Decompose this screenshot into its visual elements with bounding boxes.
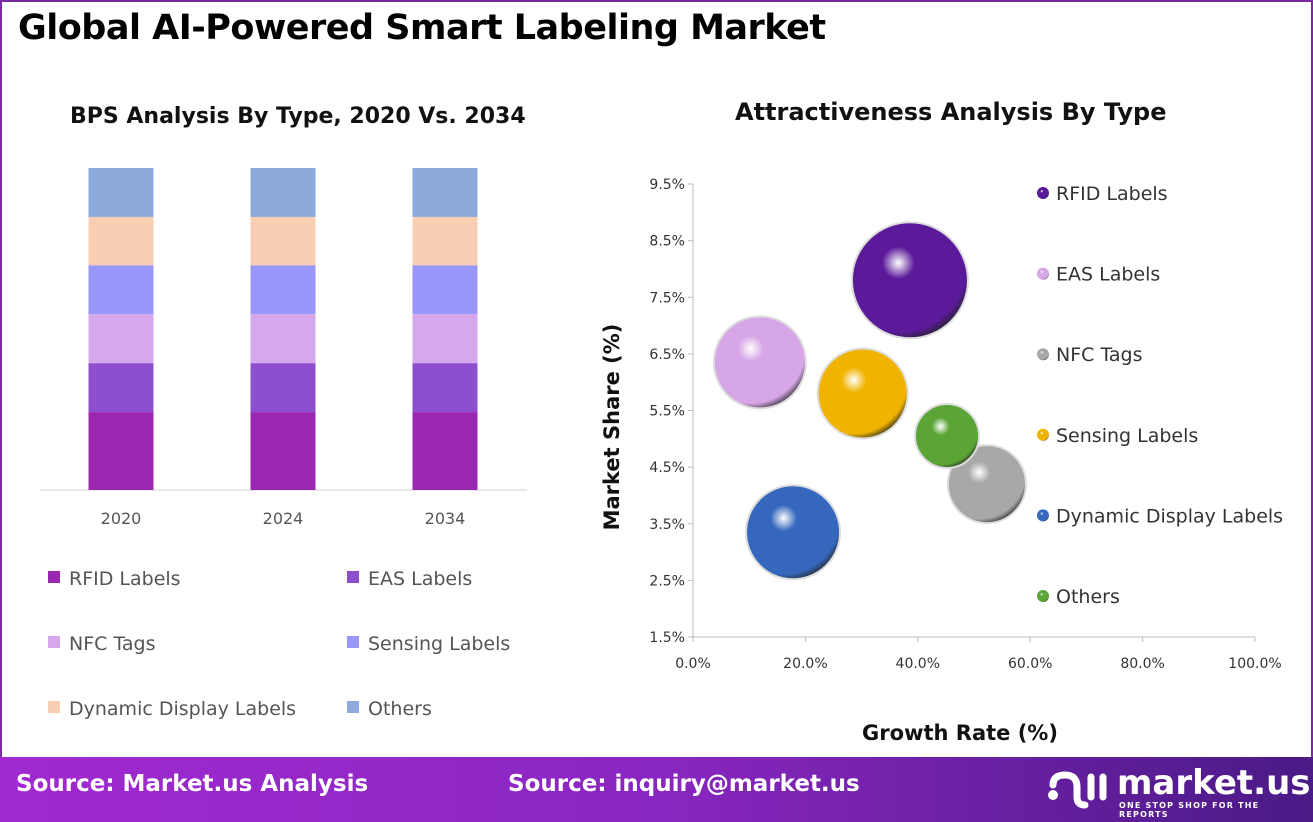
y-tick-label: 6.5% <box>649 347 685 363</box>
legend-marker <box>1037 187 1049 199</box>
legend-label: Others <box>1056 586 1120 608</box>
bar-segment-rfid-labels <box>412 412 478 490</box>
x-tick-label: 0.0% <box>675 656 711 672</box>
y-axis-title: Market Share (%) <box>600 324 624 531</box>
bubble-nfc-tags <box>946 444 1027 525</box>
source-analysis: Source: Market.us Analysis <box>16 771 369 797</box>
bubble-eas-labels <box>712 315 807 410</box>
x-tick-label: 2024 <box>263 509 304 528</box>
legend-swatch <box>347 571 359 583</box>
legend-label: NFC Tags <box>1056 344 1143 366</box>
x-tick-label: 60.0% <box>1008 656 1052 672</box>
legend-label: NFC Tags <box>69 633 156 655</box>
bar-segment-sensing-labels <box>88 265 154 315</box>
legend-swatch <box>48 636 60 648</box>
legend-marker <box>1037 428 1049 441</box>
x-tick-label: 2034 <box>425 509 466 528</box>
legend-label: RFID Labels <box>69 568 181 590</box>
bar-chart-title: BPS Analysis By Type, 2020 Vs. 2034 <box>70 104 526 129</box>
logo-tagline: ONE STOP SHOP FOR THE REPORTS <box>1119 801 1260 819</box>
x-tick-label: 2020 <box>101 509 142 528</box>
legend-marker <box>1037 267 1049 280</box>
legend-marker <box>1037 509 1049 522</box>
bar-segment-dynamic-display-labels <box>250 216 316 266</box>
legend-label: Sensing Labels <box>368 633 510 655</box>
bar-segment-others <box>88 168 154 217</box>
legend-label: Sensing Labels <box>1056 425 1198 447</box>
bar-segment-dynamic-display-labels <box>412 216 478 266</box>
legend-label: Others <box>368 698 432 720</box>
charts-svg: 2020 2024 2034 RFID Labels EAS Labels NFC Tag… <box>40 168 1283 745</box>
legend-swatch <box>347 701 359 713</box>
bubble-others <box>914 402 981 469</box>
bar-segment-nfc-tags <box>412 314 478 364</box>
bar-segment-rfid-labels <box>250 412 316 490</box>
bubble-dynamic-display-labels <box>745 484 842 581</box>
x-tick-label: 20.0% <box>783 656 827 672</box>
bar-segment-rfid-labels <box>88 412 154 490</box>
bubble-sensing-labels <box>816 347 909 440</box>
legend-label: EAS Labels <box>368 568 472 590</box>
bubble-rfid-labels <box>850 221 969 340</box>
bar-segment-nfc-tags <box>250 314 316 364</box>
footer: Source: Market.us Analysis Source: inqui… <box>0 757 1313 822</box>
legend-marker <box>1037 348 1049 361</box>
legend-swatch <box>347 636 359 648</box>
y-tick-label: 2.5% <box>649 573 685 589</box>
legend-label: EAS Labels <box>1056 264 1160 286</box>
bar-segment-eas-labels <box>250 363 316 413</box>
y-tick-label: 3.5% <box>649 517 685 533</box>
bar-segment-eas-labels <box>88 363 154 413</box>
page-title: Global AI-Powered Smart Labeling Market <box>18 8 826 48</box>
legend-swatch <box>48 701 60 713</box>
legend-swatch <box>48 571 60 583</box>
x-axis-title: Growth Rate (%) <box>862 721 1058 745</box>
legend-label: RFID Labels <box>1056 183 1168 205</box>
bar-segment-nfc-tags <box>88 314 154 364</box>
bar-segment-sensing-labels <box>412 265 478 315</box>
chart-frame <box>0 0 1313 757</box>
bar-segment-eas-labels <box>412 363 478 413</box>
y-tick-label: 4.5% <box>649 460 685 476</box>
bar-segment-dynamic-display-labels <box>88 216 154 266</box>
bar-segment-others <box>412 168 478 217</box>
y-tick-label: 5.5% <box>649 404 685 420</box>
legend-label: Dynamic Display Labels <box>69 698 296 720</box>
source-email[interactable]: Source: inquiry@market.us <box>508 771 860 797</box>
x-tick-label: 100.0% <box>1228 656 1281 672</box>
legend-label: Dynamic Display Labels <box>1056 505 1283 527</box>
y-tick-label: 8.5% <box>649 234 685 250</box>
market-us-logo: market.us ONE STOP SHOP FOR THE REPORTS <box>1045 763 1311 819</box>
logo-mark-icon <box>1048 771 1107 809</box>
x-tick-label: 40.0% <box>896 656 940 672</box>
y-tick-label: 9.5% <box>649 177 685 193</box>
bubble-chart-title: Attractiveness Analysis By Type <box>735 98 1167 126</box>
y-tick-label: 7.5% <box>649 290 685 306</box>
x-tick-label: 80.0% <box>1120 656 1164 672</box>
logo-name: market.us <box>1117 763 1311 803</box>
bar-segment-others <box>250 168 316 217</box>
bar-segment-sensing-labels <box>250 265 316 315</box>
legend-marker <box>1037 590 1049 602</box>
y-tick-label: 1.5% <box>649 630 685 646</box>
